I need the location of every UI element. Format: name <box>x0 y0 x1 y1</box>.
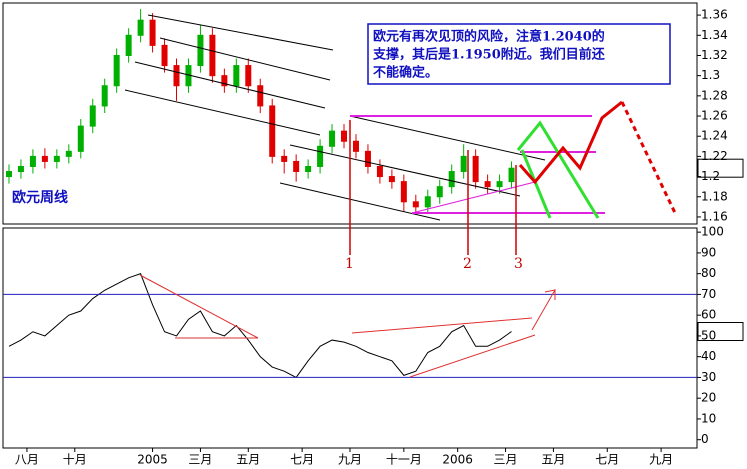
y-tick-label: 30 <box>701 370 716 384</box>
y-tick-label: 20 <box>701 391 716 405</box>
y-tick-label: 60 <box>701 308 716 322</box>
x-tick-label: 三月 <box>188 453 212 467</box>
y-tick-label: 40 <box>701 349 716 363</box>
x-tick-label: 九月 <box>338 453 362 467</box>
y-tick-label: 1.28 <box>701 88 728 102</box>
y-tick-label: 1.18 <box>701 189 728 203</box>
x-tick-label: 五月 <box>541 453 565 467</box>
x-tick-label: 七月 <box>290 453 314 467</box>
y-tick-label: 1.2 <box>701 169 720 183</box>
note-line: 不能确定。 <box>373 65 438 81</box>
channel-lines <box>124 14 546 221</box>
x-tick-label: 八月 <box>15 453 39 467</box>
x-tick-label: 五月 <box>236 453 260 467</box>
marker-lines <box>349 120 517 255</box>
note-line: 支撑，其后是1.1950附近。我们目前还 <box>372 47 606 63</box>
y-tick-label: 1.32 <box>701 48 728 62</box>
x-tick-label: 十月 <box>63 453 87 467</box>
marker-label: 2 <box>463 256 472 272</box>
green-path <box>520 149 552 219</box>
x-tick-label: 七月 <box>595 453 619 467</box>
x-tick-label: 三月 <box>494 453 518 467</box>
osc-trend-lines <box>139 274 556 378</box>
line-series <box>8 273 512 379</box>
y-tick-label: 0 <box>701 432 709 446</box>
x-tick-label: 2006 <box>442 453 473 467</box>
y-tick-label: 90 <box>701 245 716 259</box>
last-value-box <box>697 322 744 342</box>
x-tick-label: 九月 <box>649 453 673 467</box>
chart-label: 欧元周线 <box>12 189 68 206</box>
y-tick-label: 70 <box>701 287 716 301</box>
y-tick-label: 1.3 <box>701 68 720 82</box>
marker-label: 1 <box>345 256 354 272</box>
y-tick-label: 1.26 <box>701 109 728 123</box>
x-tick-label: 十一月 <box>386 453 422 467</box>
red-path <box>518 100 623 185</box>
note-line: 欧元有再次见顶的风险，注意1.2040的 <box>373 29 605 45</box>
last-value-box <box>697 158 744 178</box>
y-tick-label: 1.16 <box>701 209 728 223</box>
red-forecast <box>620 101 678 216</box>
y-tick-label: 1.24 <box>701 129 728 143</box>
y-tick-label: 50 <box>701 328 716 342</box>
y-tick-label: 1.36 <box>701 8 728 22</box>
y-tick-label: 1.22 <box>701 149 728 163</box>
y-tick-label: 100 <box>701 225 724 239</box>
marker-label: 3 <box>514 256 523 272</box>
note-box <box>367 23 671 85</box>
green-path <box>516 120 600 219</box>
y-tick-label: 1.34 <box>701 28 728 42</box>
x-tick-label: 2005 <box>137 453 168 467</box>
y-tick-label: 80 <box>701 266 716 280</box>
y-tick-label: 10 <box>701 411 716 425</box>
